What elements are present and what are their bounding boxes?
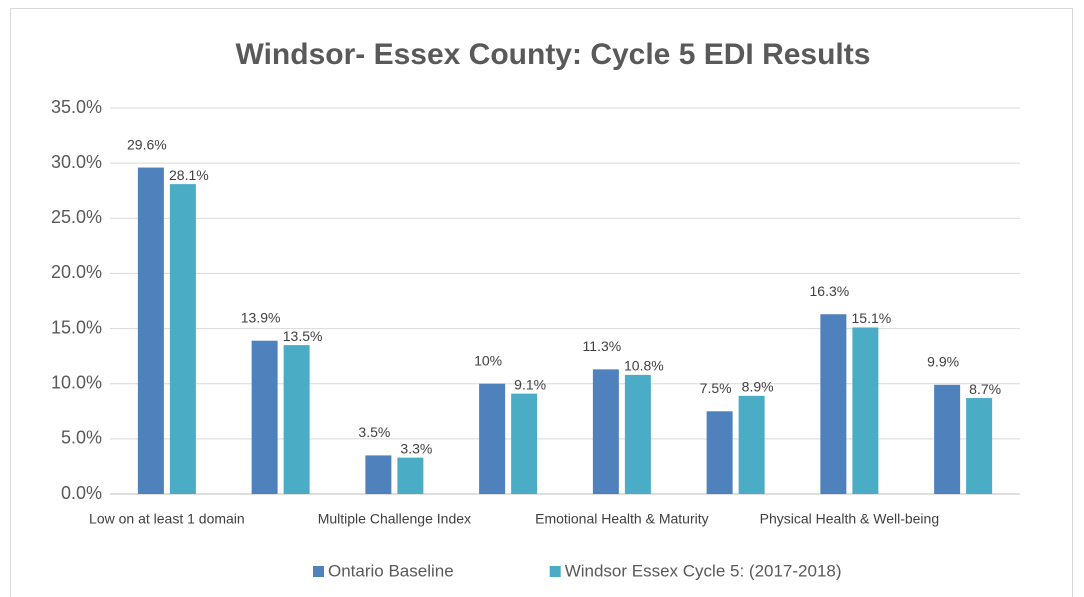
- x-tick-label: Physical Health & Well-being: [760, 511, 940, 527]
- x-tick-label: Low on at least 1 domain: [89, 511, 245, 527]
- y-tick-label: 30.0%: [51, 152, 102, 172]
- bar: [934, 384, 961, 494]
- value-label: 13.9%: [241, 309, 281, 325]
- value-label: 8.7%: [969, 381, 1001, 397]
- bar: [251, 340, 278, 494]
- value-label: 3.5%: [358, 424, 390, 440]
- value-label: 10%: [474, 352, 502, 368]
- y-tick-label: 0.0%: [61, 483, 102, 503]
- value-label: 11.3%: [583, 338, 622, 354]
- bar: [820, 314, 847, 494]
- value-label: 9.1%: [514, 376, 546, 392]
- bar: [169, 184, 196, 494]
- bar: [624, 374, 651, 494]
- bar: [966, 398, 993, 494]
- x-tick-label: Multiple Challenge Index: [318, 511, 471, 527]
- y-tick-label: 25.0%: [51, 207, 102, 227]
- value-label: 15.1%: [852, 310, 892, 326]
- bar: [137, 167, 164, 494]
- y-tick-label: 20.0%: [51, 262, 102, 282]
- bar: [706, 411, 733, 494]
- bar: [397, 457, 424, 494]
- y-tick-label: 15.0%: [51, 317, 102, 337]
- chart-title: Windsor- Essex County: Cycle 5 EDI Resul…: [236, 38, 871, 71]
- value-label: 13.5%: [283, 328, 323, 344]
- value-label: 9.9%: [927, 354, 959, 370]
- bar: [592, 369, 619, 494]
- legend-label: Ontario Baseline: [328, 561, 454, 580]
- y-tick-label: 35.0%: [51, 97, 102, 117]
- y-tick-label: 5.0%: [61, 428, 102, 448]
- legend-label: Windsor Essex Cycle 5: (2017-2018): [565, 561, 842, 580]
- value-label: 29.6%: [127, 136, 167, 152]
- bar: [283, 345, 310, 494]
- value-label: 28.1%: [169, 167, 209, 183]
- legend-swatch: [313, 566, 324, 577]
- bar: [511, 393, 538, 494]
- bar: [852, 327, 879, 494]
- value-label: 7.5%: [700, 380, 732, 396]
- value-label: 10.8%: [624, 358, 664, 374]
- bar: [479, 383, 506, 494]
- legend-swatch: [549, 566, 561, 577]
- x-tick-label: Emotional Health & Maturity: [535, 511, 709, 527]
- value-label: 8.9%: [742, 379, 774, 395]
- value-label: 3.3%: [400, 440, 432, 456]
- chart-border: [10, 8, 1073, 597]
- bar: [365, 455, 392, 494]
- value-label: 16.3%: [810, 283, 850, 299]
- y-tick-label: 10.0%: [51, 372, 102, 392]
- bar: [738, 395, 765, 494]
